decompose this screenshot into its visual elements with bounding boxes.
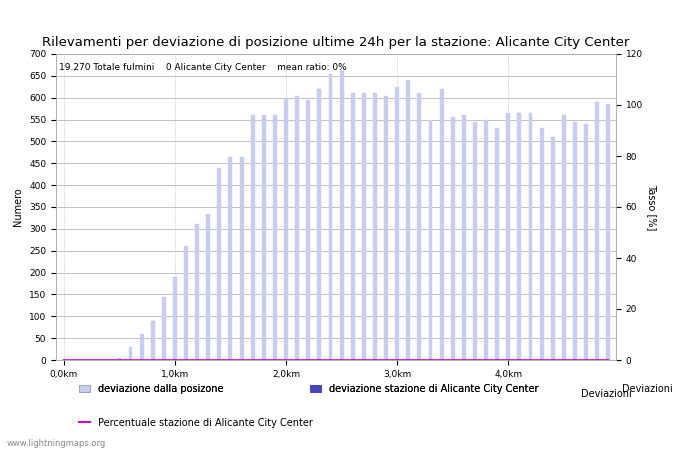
Bar <box>118 358 121 360</box>
Text: Deviazioni: Deviazioni <box>581 389 631 399</box>
Bar <box>328 74 332 360</box>
Bar <box>440 89 444 360</box>
Text: www.lightningmaps.org: www.lightningmaps.org <box>7 439 106 448</box>
Legend: deviazione stazione di Alicante City Center: deviazione stazione di Alicante City Cen… <box>306 380 542 398</box>
Bar <box>606 104 610 360</box>
Bar <box>362 93 365 360</box>
Legend: Percentuale stazione di Alicante City Center: Percentuale stazione di Alicante City Ce… <box>75 414 317 432</box>
Legend: deviazione dalla posizone: deviazione dalla posizone <box>75 380 228 398</box>
Bar <box>540 128 543 360</box>
Text: 19.270 Totale fulmini    0 Alicante City Center    mean ratio: 0%: 19.270 Totale fulmini 0 Alicante City Ce… <box>59 63 346 72</box>
Bar <box>384 95 388 360</box>
Title: Rilevamenti per deviazione di posizione ultime 24h per la stazione: Alicante Cit: Rilevamenti per deviazione di posizione … <box>42 36 630 49</box>
Bar <box>195 225 199 360</box>
Bar <box>495 128 499 360</box>
Y-axis label: Tasso [%]: Tasso [%] <box>647 184 657 230</box>
Bar <box>184 246 188 360</box>
Bar <box>317 89 321 360</box>
Text: Deviazioni: Deviazioni <box>622 384 672 395</box>
Bar <box>551 137 554 360</box>
Bar <box>528 113 533 360</box>
Bar <box>517 113 522 360</box>
Bar <box>173 277 177 360</box>
Bar <box>251 115 255 360</box>
Y-axis label: Numero: Numero <box>13 188 24 226</box>
Bar <box>406 80 410 360</box>
Bar <box>139 334 144 360</box>
Bar <box>239 157 244 360</box>
Bar <box>262 115 266 360</box>
Bar <box>295 95 299 360</box>
Bar <box>473 122 477 360</box>
Bar <box>228 157 232 360</box>
Bar <box>218 168 221 360</box>
Bar <box>428 120 433 360</box>
Bar <box>506 113 510 360</box>
Bar <box>395 87 399 360</box>
Bar <box>484 120 488 360</box>
Bar <box>417 93 421 360</box>
Bar <box>373 93 377 360</box>
Bar <box>584 124 588 360</box>
Bar <box>307 100 310 360</box>
Bar <box>451 117 454 360</box>
Bar <box>129 347 132 360</box>
Bar <box>462 115 466 360</box>
Bar <box>595 102 599 360</box>
Bar <box>284 98 288 360</box>
Bar <box>562 115 566 360</box>
Bar <box>351 93 355 360</box>
Bar <box>150 321 155 360</box>
Bar <box>573 122 577 360</box>
Bar <box>340 72 344 360</box>
Bar <box>162 297 166 360</box>
Bar <box>273 115 276 360</box>
Bar <box>206 214 210 360</box>
